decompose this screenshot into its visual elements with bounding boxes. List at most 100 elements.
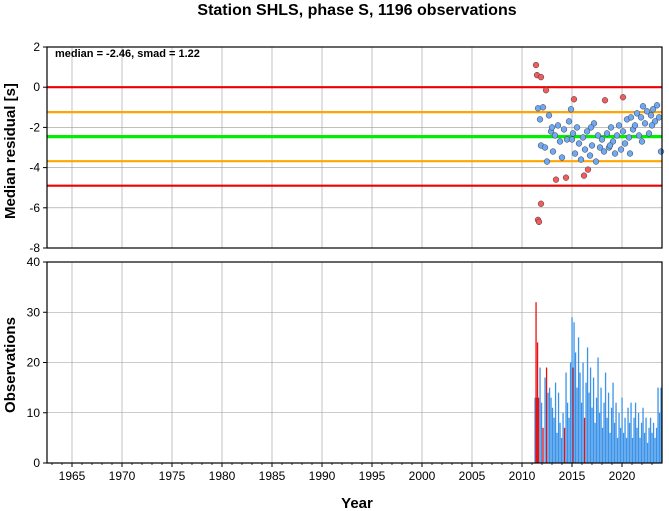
x-tick-label: 1995	[359, 469, 386, 483]
outlier-bar	[536, 342, 539, 463]
residual-y-tick-label: 0	[33, 80, 40, 94]
x-tick-label: 1990	[309, 469, 336, 483]
inlier-bar	[660, 387, 662, 463]
inlier-bar	[646, 442, 649, 463]
observations-panel: 0 10 20 30 40 1965 1970 1975 1980 1985 1990 1995 20…	[2, 255, 663, 511]
inlier-bar	[562, 412, 564, 463]
inlier-bar	[615, 402, 617, 463]
inlier-bar	[618, 412, 620, 463]
inlier-point	[596, 144, 604, 151]
outlier-point	[619, 94, 627, 101]
observations-y-ticks: 0 10 20 30 40	[27, 255, 47, 470]
inlier-bar	[534, 397, 536, 463]
inlier-bar	[551, 407, 554, 463]
inlier-point	[615, 122, 623, 129]
inlier-bar	[648, 427, 650, 463]
outlier-bar	[537, 397, 540, 463]
inlier-point	[617, 146, 625, 153]
inlier-point	[541, 144, 549, 151]
outlier-point	[562, 174, 570, 181]
inlier-point	[549, 148, 557, 155]
outlier-bar	[545, 367, 548, 463]
inlier-bar	[566, 402, 569, 463]
inlier-point	[577, 156, 585, 163]
inlier-point	[539, 104, 547, 111]
inlier-bar	[598, 412, 601, 463]
inlier-bar	[658, 412, 661, 463]
observations-y-axis-label: Observations	[2, 317, 19, 413]
inlier-point	[613, 132, 621, 139]
inlier-point	[588, 142, 596, 149]
inlier-bar	[577, 337, 580, 463]
inlier-bar	[642, 407, 644, 463]
outlier-point	[542, 87, 550, 94]
inlier-point	[573, 124, 581, 131]
residual-y-ticks: -8 -6 -4 -2 0 2	[29, 40, 47, 255]
inlier-bar	[631, 437, 634, 463]
inlier-bar	[655, 427, 658, 463]
inlier-point	[626, 150, 634, 157]
inlier-bar	[601, 427, 604, 463]
inlier-point	[581, 146, 589, 153]
chart-title: Station SHLS, phase S, 1196 observations	[197, 2, 516, 19]
outlier-point	[532, 61, 540, 69]
inlier-bar	[616, 437, 619, 463]
inlier-bar	[554, 382, 557, 463]
inlier-point	[587, 124, 595, 131]
inlier-point	[565, 118, 573, 125]
inlier-bar	[613, 422, 616, 463]
inlier-point	[548, 124, 556, 131]
inlier-bar	[604, 372, 607, 463]
inlier-bar	[589, 367, 592, 463]
x-tick-label: 2015	[559, 469, 586, 483]
inlier-point	[638, 138, 646, 145]
inlier-point	[558, 154, 566, 161]
observations-y-tick-label: 40	[27, 255, 41, 269]
residual-y-axis-label: Median residual [s]	[2, 83, 19, 219]
inlier-point	[653, 102, 661, 109]
inlier-point	[648, 122, 656, 129]
x-tick-label: 1975	[159, 469, 186, 483]
inlier-point	[633, 110, 641, 117]
x-tick-label: 1965	[59, 469, 86, 483]
inlier-bar	[594, 422, 596, 463]
inlier-point	[568, 136, 576, 143]
inlier-point	[611, 150, 619, 157]
inlier-point	[641, 120, 649, 127]
inlier-bar	[622, 432, 625, 463]
observations-grid	[47, 261, 662, 464]
outlier-point	[601, 97, 609, 104]
inlier-bar	[643, 432, 646, 463]
inlier-point	[639, 103, 647, 110]
inlier-bar	[560, 437, 563, 463]
outlier-bar	[542, 427, 544, 463]
inlier-bar	[640, 422, 643, 463]
inlier-bar	[628, 422, 631, 463]
residual-y-tick-label: 2	[33, 40, 40, 54]
inlier-point	[625, 134, 633, 141]
inlier-point	[645, 130, 653, 137]
inlier-bar	[547, 392, 549, 463]
inlier-point	[554, 122, 562, 129]
x-tick-label: 2000	[409, 469, 436, 483]
inlier-bar	[619, 427, 622, 463]
outlier-point	[537, 200, 545, 207]
residual-frame	[46, 46, 663, 249]
residual-y-tick-label: -4	[29, 161, 40, 175]
inlier-point	[649, 106, 657, 113]
inlier-bar	[579, 372, 581, 463]
inlier-bar	[609, 432, 611, 463]
inlier-bar	[557, 392, 560, 463]
inlier-bar	[634, 402, 637, 463]
residual-points	[532, 61, 665, 226]
inlier-point	[592, 158, 600, 165]
x-tick-label: 1985	[259, 469, 286, 483]
inlier-point	[635, 132, 643, 139]
inlier-point	[637, 114, 645, 121]
observations-bars	[534, 302, 662, 463]
inlier-bar	[636, 427, 638, 463]
inlier-point	[556, 138, 564, 145]
residual-y-tick-label: -2	[29, 120, 40, 134]
inlier-point	[536, 116, 544, 123]
